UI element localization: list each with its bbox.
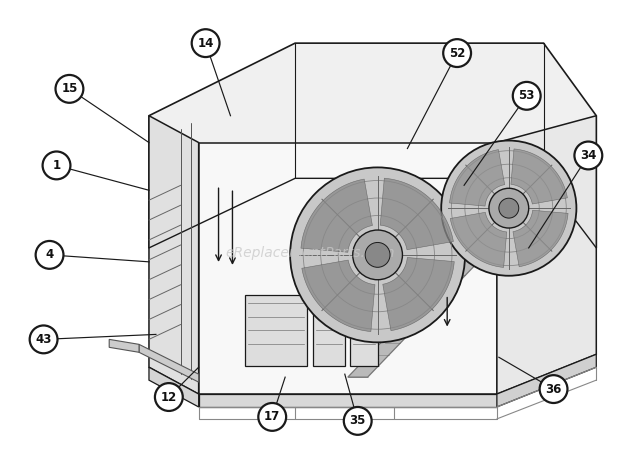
Circle shape <box>56 75 83 103</box>
Circle shape <box>443 39 471 67</box>
Polygon shape <box>380 178 453 250</box>
Polygon shape <box>511 149 567 204</box>
Polygon shape <box>149 116 198 394</box>
Polygon shape <box>301 179 373 252</box>
Text: 34: 34 <box>580 149 596 162</box>
Polygon shape <box>450 212 507 267</box>
Circle shape <box>365 242 390 267</box>
Polygon shape <box>149 367 198 407</box>
Circle shape <box>574 142 602 169</box>
Bar <box>246 295 307 366</box>
Circle shape <box>290 167 465 342</box>
Circle shape <box>30 325 58 353</box>
Text: eReplacementParts.com: eReplacementParts.com <box>225 246 395 260</box>
Text: 14: 14 <box>197 37 214 50</box>
Circle shape <box>192 29 219 57</box>
Circle shape <box>43 151 71 179</box>
Circle shape <box>499 198 519 218</box>
Polygon shape <box>383 257 454 331</box>
Circle shape <box>35 241 63 269</box>
Text: 35: 35 <box>350 415 366 427</box>
Polygon shape <box>109 340 139 352</box>
Bar <box>350 295 378 366</box>
Text: 17: 17 <box>264 410 280 424</box>
Polygon shape <box>139 344 198 382</box>
Circle shape <box>155 383 183 411</box>
Text: 15: 15 <box>61 83 78 95</box>
Polygon shape <box>497 116 596 394</box>
Polygon shape <box>513 210 568 267</box>
Circle shape <box>259 403 286 431</box>
Polygon shape <box>198 394 497 407</box>
Circle shape <box>353 230 402 280</box>
Circle shape <box>513 82 541 110</box>
Text: 36: 36 <box>546 383 562 395</box>
Polygon shape <box>149 43 596 248</box>
Polygon shape <box>450 150 505 206</box>
Text: 1: 1 <box>53 159 61 172</box>
Text: 4: 4 <box>45 249 54 261</box>
Text: 43: 43 <box>35 333 52 346</box>
Circle shape <box>539 375 567 403</box>
Polygon shape <box>198 143 497 394</box>
Circle shape <box>489 188 529 228</box>
Text: 52: 52 <box>449 46 466 60</box>
Polygon shape <box>302 260 375 332</box>
Circle shape <box>441 141 577 276</box>
Polygon shape <box>497 354 596 407</box>
Polygon shape <box>348 230 509 377</box>
Circle shape <box>344 407 371 435</box>
Bar <box>313 295 345 366</box>
Text: 53: 53 <box>518 89 535 102</box>
Text: 12: 12 <box>161 391 177 403</box>
